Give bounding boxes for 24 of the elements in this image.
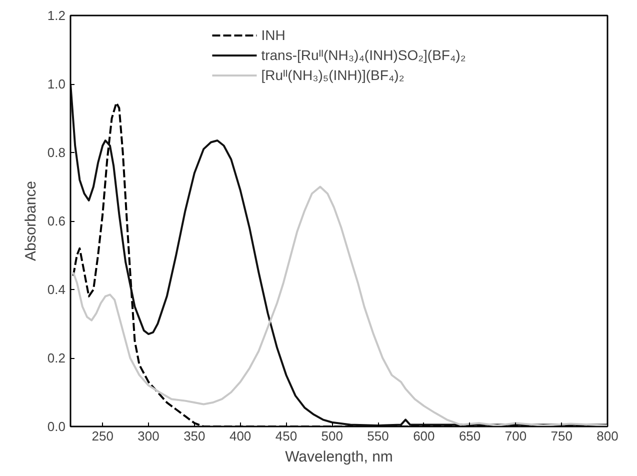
y-axis-title: Absorbance: [22, 180, 40, 262]
x-tick-label: 550: [367, 428, 389, 444]
x-axis-title: Wavelength, nm: [285, 448, 393, 466]
x-tick-label: 650: [458, 428, 481, 444]
legend-label: INH: [261, 27, 286, 43]
x-tick-label: 300: [138, 428, 160, 444]
y-tick-label: 1.0: [47, 76, 66, 92]
y-tick-label: 0.2: [47, 350, 66, 366]
y-tick-label: 0.4: [47, 282, 66, 297]
y-tick-label: 1.2: [47, 8, 66, 23]
x-tick-label: 750: [550, 428, 572, 444]
y-tick-label: 0.6: [47, 214, 66, 228]
x-tick-label: 400: [229, 428, 252, 444]
y-tick-label: 0.0: [47, 419, 66, 434]
x-tick-label: 800: [596, 428, 618, 444]
y-tick-label: 0.8: [47, 145, 66, 160]
x-tick-label: 250: [92, 428, 114, 444]
x-tick-label: 700: [504, 428, 527, 444]
x-tick-label: 500: [321, 428, 343, 444]
x-tick-label: 350: [184, 428, 206, 444]
x-tick-label: 450: [275, 428, 298, 444]
legend-label: [Ruᴵᴵ(NH₃)₅(INH)](BF₄)₂: [261, 67, 404, 83]
x-tick-label: 600: [413, 428, 435, 444]
legend-label: trans-[Ruᴵᴵ(NH₃)₄(INH)SO₂](BF₄)₂: [261, 47, 466, 63]
